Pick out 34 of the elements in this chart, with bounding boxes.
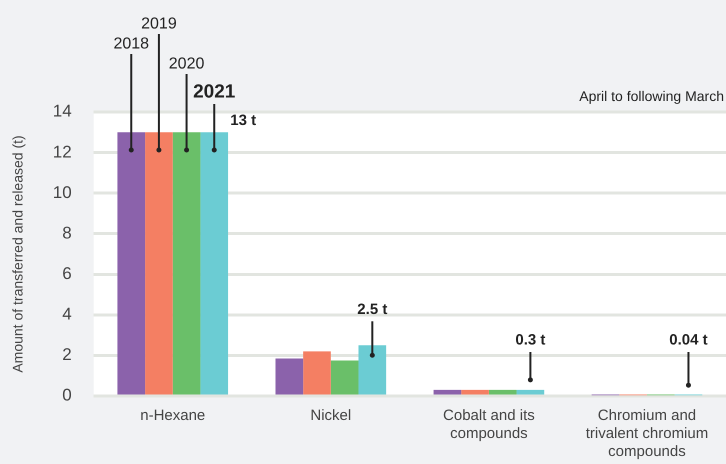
bar bbox=[117, 132, 146, 394]
y-tick-label: 2 bbox=[62, 345, 72, 364]
bar bbox=[145, 132, 173, 394]
text: 2020 bbox=[168, 55, 204, 72]
x-tick-label: Cobalt and its compounds bbox=[443, 407, 535, 442]
text: 2018 bbox=[113, 35, 150, 52]
data-label: 0.04 t bbox=[669, 332, 708, 349]
text: April to following March bbox=[579, 88, 724, 104]
y-tick-label: 14 bbox=[52, 102, 72, 121]
bar bbox=[488, 390, 517, 394]
bar bbox=[275, 358, 304, 394]
series-label: 2021 bbox=[193, 82, 236, 103]
x-tick-label: Chromium and trivalent chromium compounds bbox=[586, 407, 708, 460]
bar bbox=[303, 351, 331, 394]
bar bbox=[516, 390, 544, 394]
bar bbox=[358, 345, 386, 394]
y-tick-label: 10 bbox=[52, 182, 72, 202]
x-tick-label: Nickel bbox=[310, 407, 352, 424]
bar bbox=[330, 360, 358, 394]
y-tick-label: 0 bbox=[62, 386, 72, 405]
bar bbox=[200, 132, 228, 394]
bar bbox=[172, 132, 200, 394]
y-tick-label: 6 bbox=[62, 264, 72, 283]
bar bbox=[461, 390, 489, 394]
y-tick-label: 8 bbox=[62, 223, 72, 242]
data-label: 0.3 t bbox=[515, 332, 546, 349]
bar bbox=[434, 390, 462, 394]
text: 2019 bbox=[141, 15, 177, 32]
x-tick-label: n-Hexane bbox=[140, 407, 206, 424]
y-axis-title: Amount of transferred and released (t) bbox=[9, 135, 26, 373]
y-tick-label: 4 bbox=[62, 304, 72, 324]
data-label: 2.5 t bbox=[357, 300, 388, 318]
y-tick-label: 12 bbox=[52, 142, 72, 162]
data-label: 13 t bbox=[230, 112, 256, 129]
